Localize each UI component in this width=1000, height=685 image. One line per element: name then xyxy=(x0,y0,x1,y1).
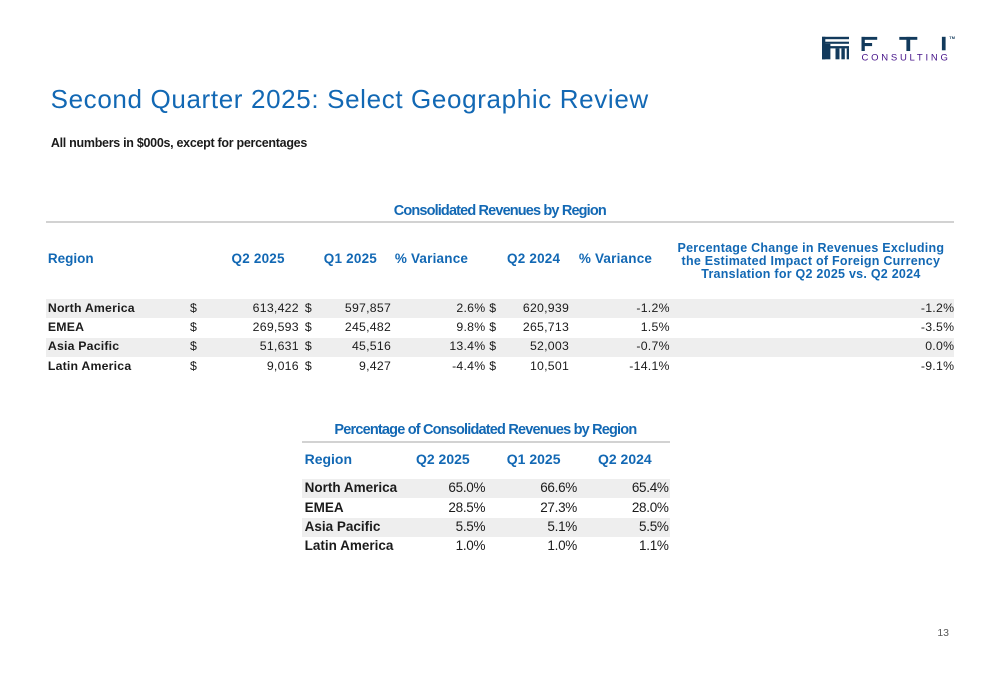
svg-text:CONSULTING: CONSULTING xyxy=(862,52,951,63)
svg-text:TM: TM xyxy=(949,35,955,40)
